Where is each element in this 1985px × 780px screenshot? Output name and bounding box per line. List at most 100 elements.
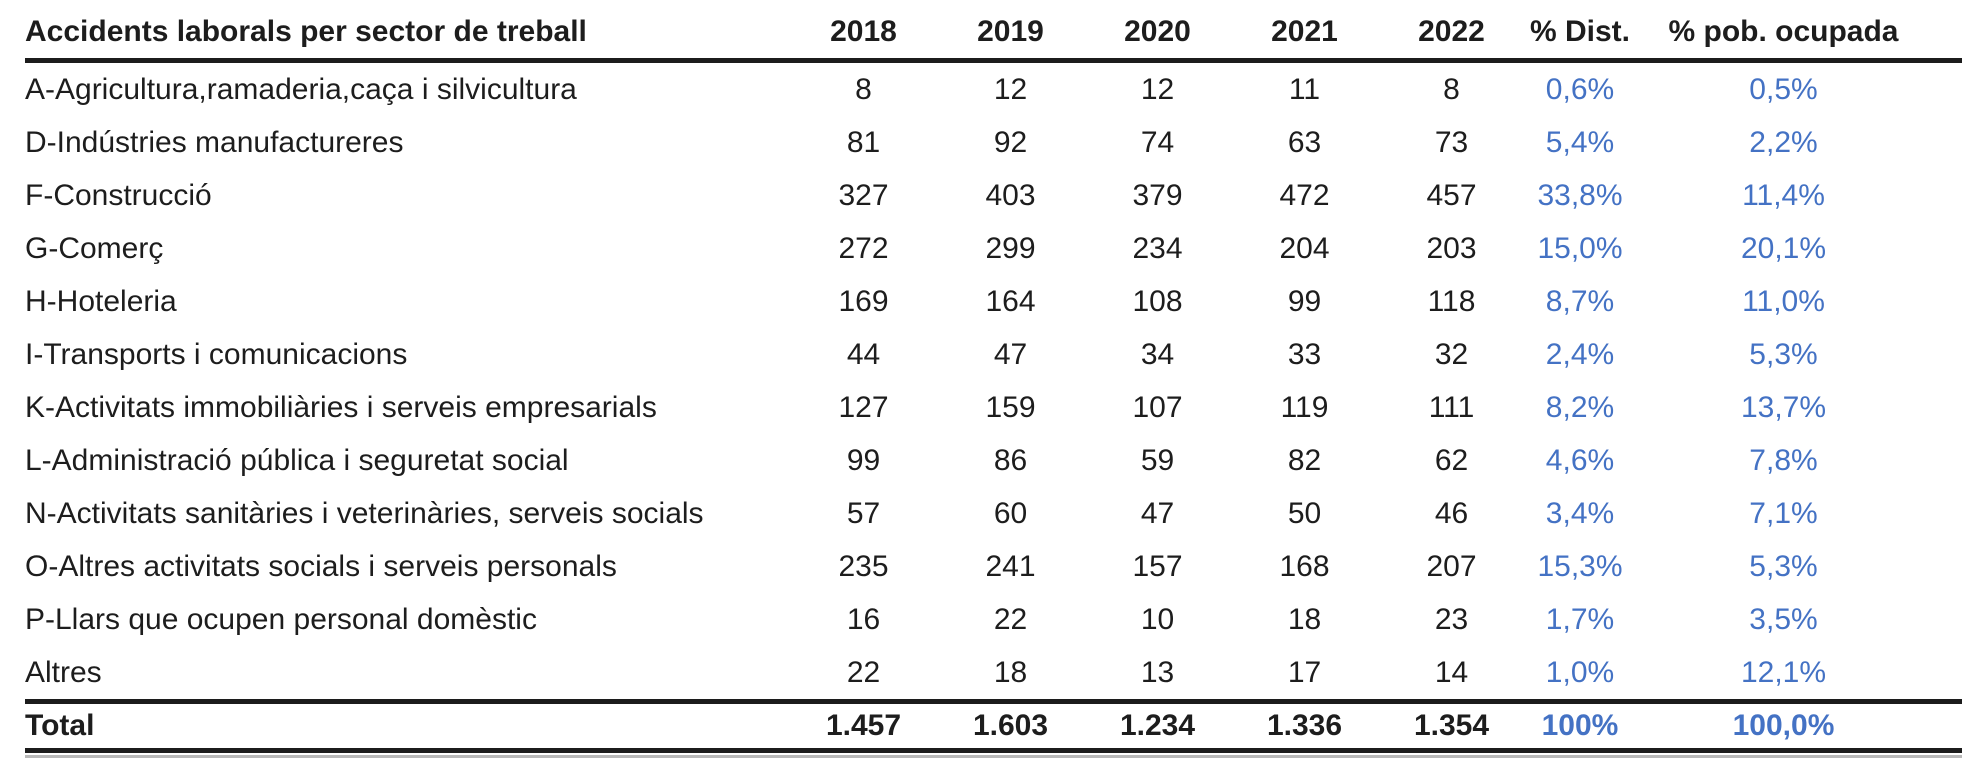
year-value: 47 [1140,496,1175,530]
row-sector-label: F-Construcció [25,178,212,212]
year-value: 10 [1140,602,1175,636]
row-sector-label: H-Hoteleria [25,284,177,318]
row-sector-label: G-Comerç [25,231,164,265]
pob-percent-value: 11,0% [1742,284,1825,318]
row-sector-label: I-Transports i comunicacions [25,337,408,371]
year-value: 33 [1287,337,1322,371]
table-row: I-Transports i comunicacions 44 47 34 33 32 2,… [25,328,1962,381]
year-value: 13 [1140,655,1175,689]
year-value: 12 [1140,72,1175,106]
year-value: 8 [1443,72,1460,106]
year-value: 203 [1426,231,1477,265]
dist-percent-value: 2,4% [1545,337,1615,371]
year-value: 207 [1426,549,1477,583]
pob-percent-value: 20,1% [1740,231,1827,265]
year-value: 92 [993,125,1028,159]
table-header-row: Accidents laborals per sector de treball… [25,6,1962,63]
year-value: 241 [985,549,1036,583]
year-value: 46 [1434,496,1469,530]
column-header-pob-ocupada: % pob. ocupada [1660,6,1962,63]
table-row: N-Activitats sanitàries i veterinàries, … [25,487,1962,540]
pob-percent-value: 0,5% [1749,72,1818,106]
dist-percent-value: 8,2% [1545,390,1615,424]
year-value: 235 [838,549,889,583]
pob-percent-value: 7,8% [1749,443,1818,477]
year-value: 59 [1140,443,1175,477]
year-value: 47 [993,337,1028,371]
year-value: 73 [1434,125,1469,159]
dist-percent-value: 15,3% [1537,549,1623,583]
table-row: L-Administració pública i seguretat soci… [25,434,1962,487]
row-sector-label: N-Activitats sanitàries i veterinàries, … [25,496,704,530]
table-row: K-Activitats immobiliàries i serveis emp… [25,381,1962,434]
column-header-dist: % Dist. [1525,6,1660,63]
row-sector-label: O-Altres activitats socials i serveis pe… [25,549,617,583]
pob-percent-value: 12,1% [1740,655,1827,689]
year-value: 99 [1287,284,1322,318]
accidents-table: Accidents laborals per sector de treball… [25,6,1962,753]
pob-percent-value: 5,3% [1749,337,1818,371]
dist-percent-value: 4,6% [1545,443,1615,477]
year-value: 60 [993,496,1028,530]
column-header-2018: 2018 [790,6,937,63]
year-value: 164 [985,284,1036,318]
dist-percent-value: 33,8% [1537,178,1623,212]
year-value: 11 [1288,72,1321,106]
dist-percent-value: 15,0% [1537,231,1623,265]
row-sector-label: A-Agricultura,ramaderia,caça i silvicult… [25,72,577,106]
pob-percent-value: 2,2% [1749,125,1818,159]
table-body: A-Agricultura,ramaderia,caça i silvicult… [25,61,1962,702]
total-value-2020: 1.234 [1084,699,1231,753]
total-value-2021: 1.336 [1231,699,1378,753]
year-value: 50 [1287,496,1322,530]
year-value: 169 [838,284,889,318]
pob-percent-value: 5,3% [1749,549,1818,583]
total-pob-value: 100,0% [1660,699,1962,753]
year-value: 16 [846,602,881,636]
year-value: 327 [838,178,889,212]
year-value: 127 [838,390,889,424]
table-row: H-Hoteleria 169 164 108 99 118 8,7% 11,0% [25,275,1962,328]
year-value: 204 [1279,231,1330,265]
total-dist-value: 100% [1525,699,1660,753]
year-value: 157 [1132,549,1183,583]
year-value: 74 [1140,125,1175,159]
dist-percent-value: 5,4% [1545,125,1615,159]
year-value: 99 [846,443,881,477]
dist-percent-value: 3,4% [1545,496,1615,530]
pob-percent-value: 7,1% [1749,496,1818,530]
year-value: 63 [1287,125,1322,159]
year-value: 457 [1426,178,1477,212]
year-value: 62 [1434,443,1469,477]
year-value: 107 [1132,390,1183,424]
row-sector-label: K-Activitats immobiliàries i serveis emp… [25,390,657,424]
table-row: G-Comerç 272 299 234 204 203 15,0% 20,1% [25,222,1962,275]
dist-percent-value: 1,7% [1545,602,1615,636]
column-header-sector: Accidents laborals per sector de treball [25,6,790,63]
year-value: 159 [985,390,1036,424]
year-value: 44 [846,337,881,371]
row-sector-label: D-Indústries manufactureres [25,125,404,159]
total-value-2022: 1.354 [1378,699,1525,753]
year-value: 118 [1427,284,1476,318]
table-row: D-Indústries manufactureres 81 92 74 63 73 5,4… [25,116,1962,169]
table-row: P-Llars que ocupen personal domèstic 16 22… [25,593,1962,646]
year-value: 272 [838,231,889,265]
year-value: 32 [1434,337,1469,371]
year-value: 472 [1279,178,1330,212]
total-label: Total [25,699,790,753]
year-value: 8 [855,72,872,106]
year-value: 18 [1287,602,1322,636]
year-value: 168 [1279,549,1330,583]
year-value: 234 [1132,231,1183,265]
column-header-2019: 2019 [937,6,1084,63]
total-row: Total 1.457 1.603 1.234 1.336 1.354 100%… [25,699,1962,753]
year-value: 22 [993,602,1028,636]
table-row: F-Construcció 327 403 379 472 457 33,8% 11,4% [25,169,1962,222]
year-value: 23 [1434,602,1469,636]
table-row: A-Agricultura,ramaderia,caça i silvicult… [25,61,1962,117]
column-header-2020: 2020 [1084,6,1231,63]
table-row: Altres 22 18 13 17 14 1,0% 12,1% [25,646,1962,702]
column-header-2021: 2021 [1231,6,1378,63]
dist-percent-value: 1,0% [1545,655,1615,689]
